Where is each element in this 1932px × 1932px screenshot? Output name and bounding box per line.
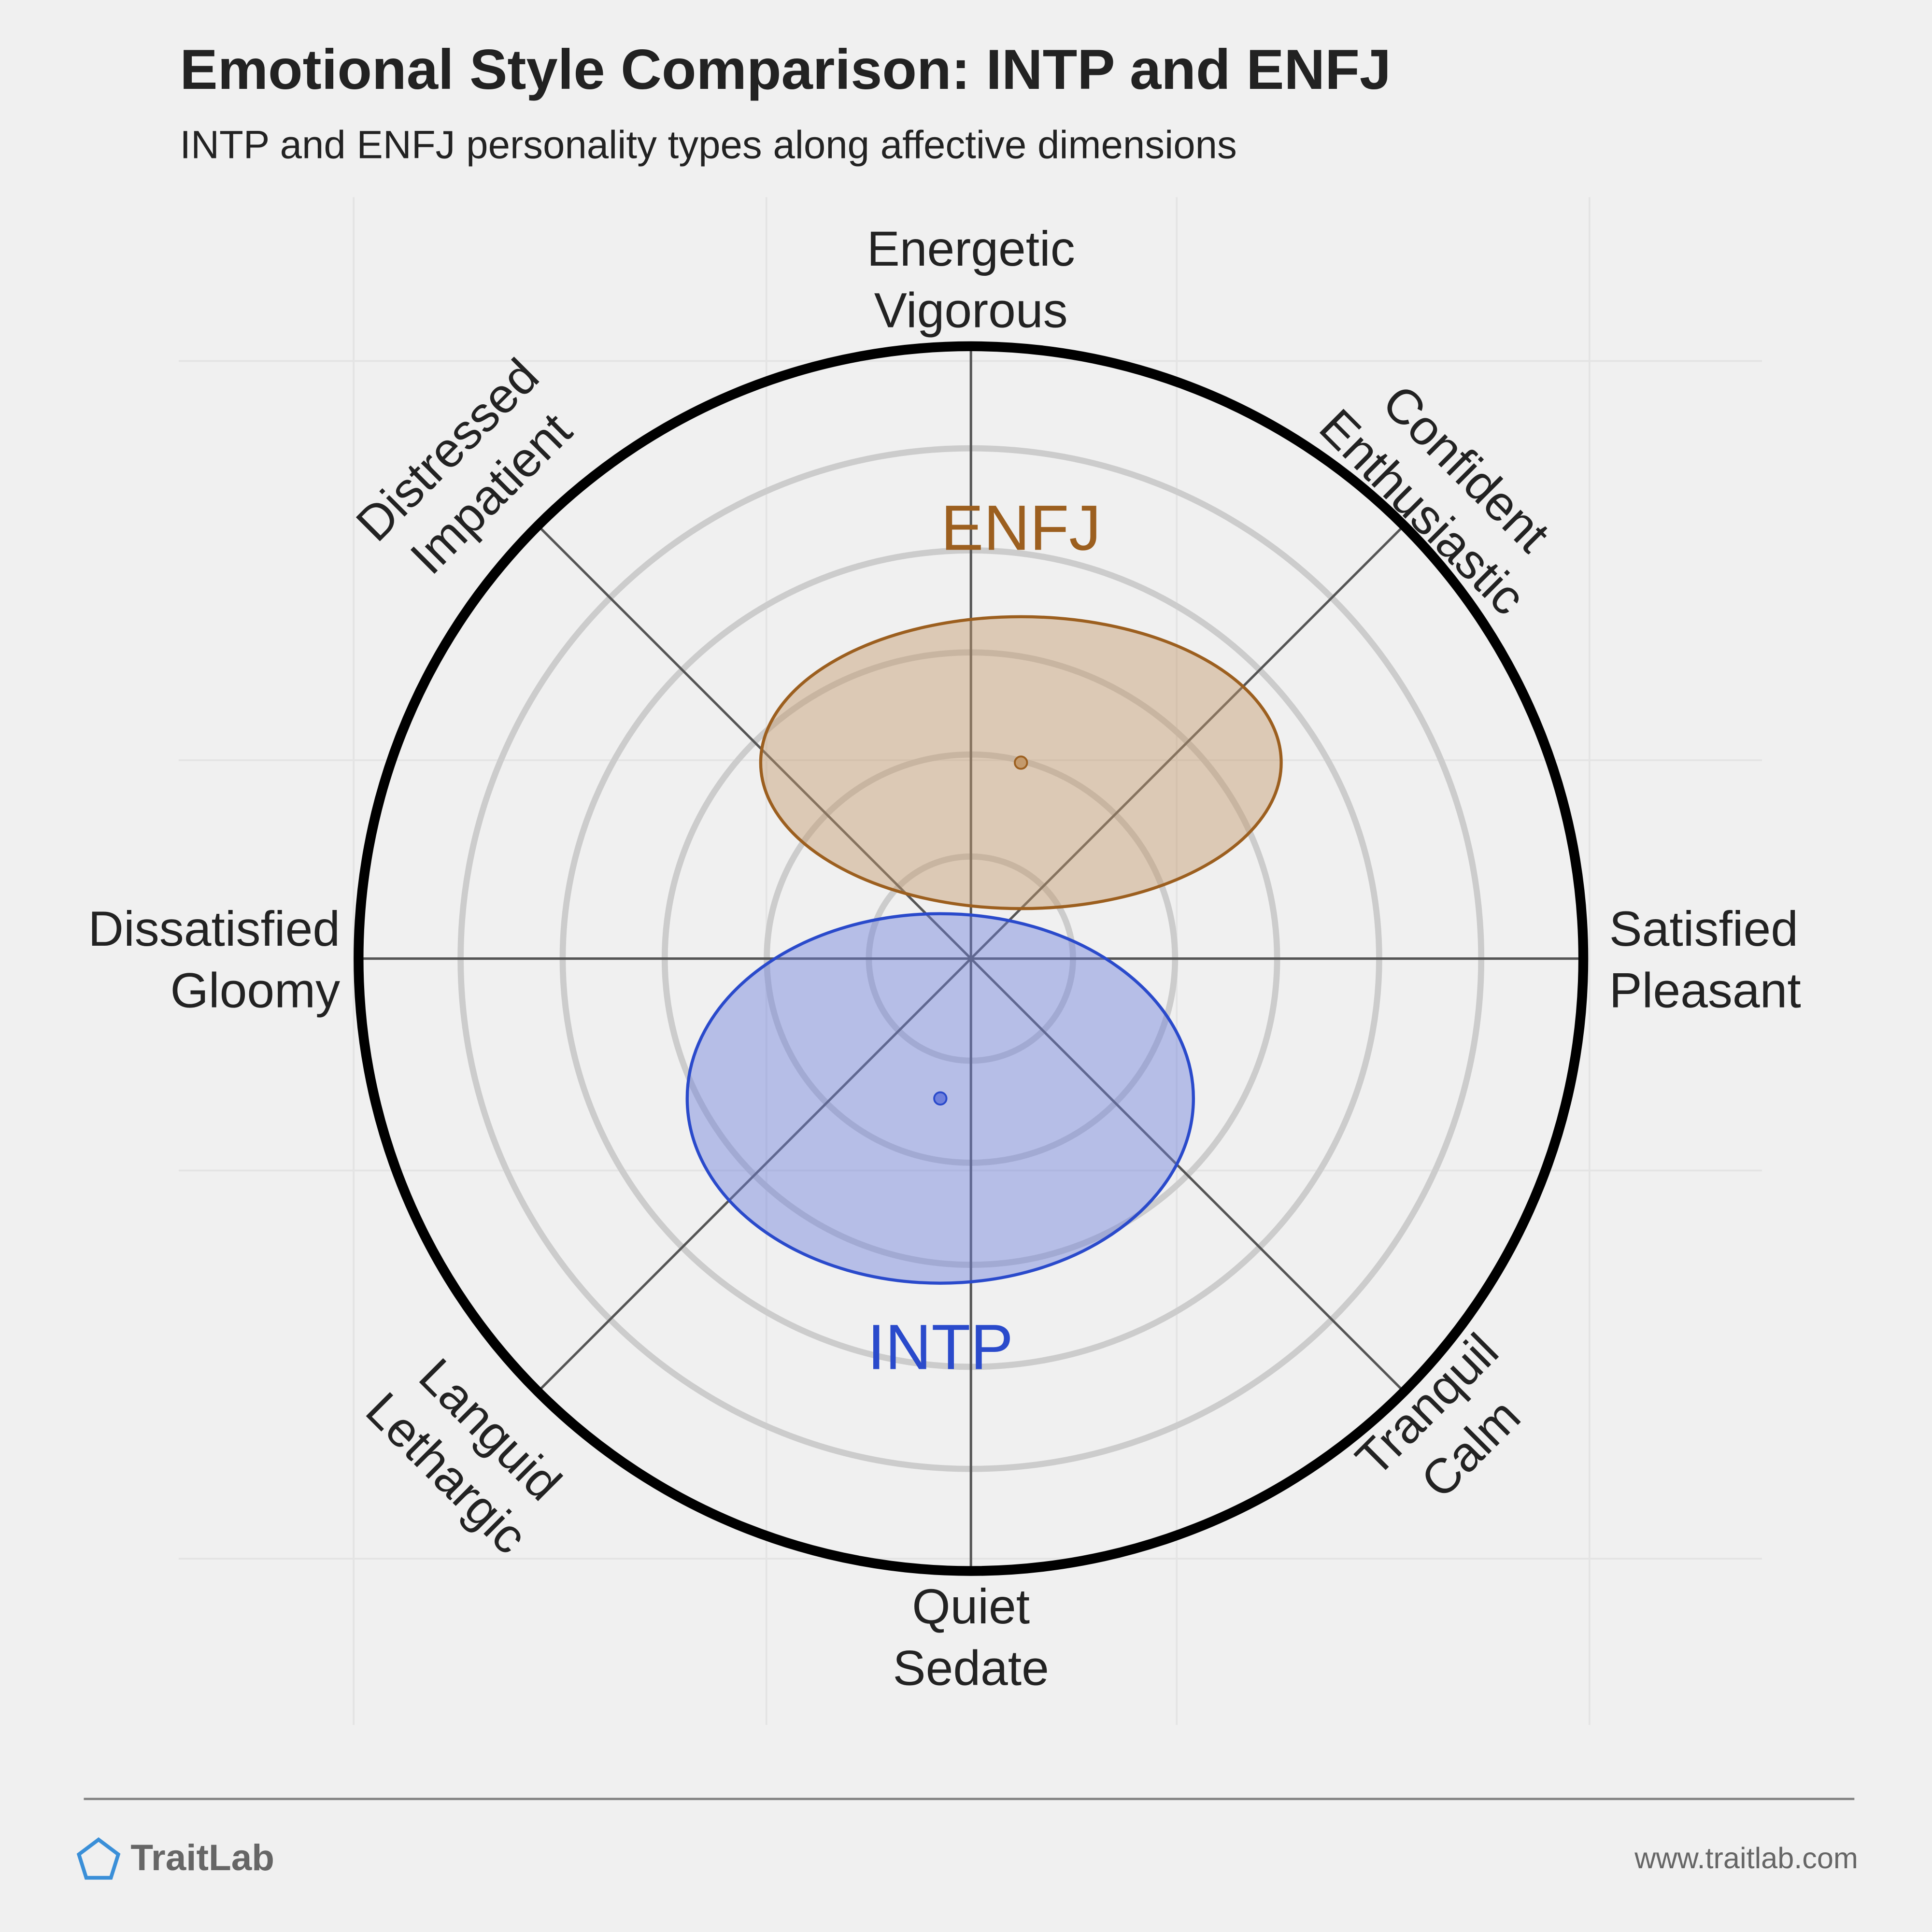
axis-label: Quiet Sedate bbox=[893, 1579, 1049, 1696]
logo-icon bbox=[76, 1837, 121, 1880]
axis-label-line: Quiet bbox=[912, 1579, 1030, 1634]
brand: TraitLab bbox=[130, 1837, 274, 1878]
series-label: ENFJ bbox=[941, 492, 1101, 564]
axis-spoke bbox=[537, 525, 1405, 1393]
type-center bbox=[1014, 755, 1028, 770]
axis-label: Satisfied Pleasant bbox=[1609, 901, 1801, 1018]
plot: EnergeticVigorousConfidentEnthusiasticSa… bbox=[88, 221, 1801, 1696]
axis-label-line: Satisfied bbox=[1609, 901, 1798, 956]
axis-label-line: Dissatisfied bbox=[88, 901, 340, 956]
axis-label-line: Pleasant bbox=[1609, 963, 1801, 1018]
series-label: INTP bbox=[867, 1312, 1013, 1383]
axis-label: Dissatisfied Gloomy bbox=[88, 901, 340, 1018]
outer-ring bbox=[354, 341, 1589, 1576]
axis-label-line: Vigorous bbox=[874, 283, 1068, 338]
axis-label-line: Gloomy bbox=[170, 963, 341, 1018]
axis-label-line: Sedate bbox=[893, 1641, 1049, 1696]
chart-subtitle: INTP and ENFJ personality types along af… bbox=[180, 123, 1236, 167]
axis-label-line: Energetic bbox=[867, 221, 1075, 276]
url: www.traitlab.com bbox=[1634, 1842, 1858, 1875]
axis-label: Energetic Vigorous bbox=[867, 221, 1075, 338]
type-center bbox=[933, 1091, 948, 1106]
chart-title: Emotional Style Comparison: INTP and ENF… bbox=[180, 38, 1391, 101]
